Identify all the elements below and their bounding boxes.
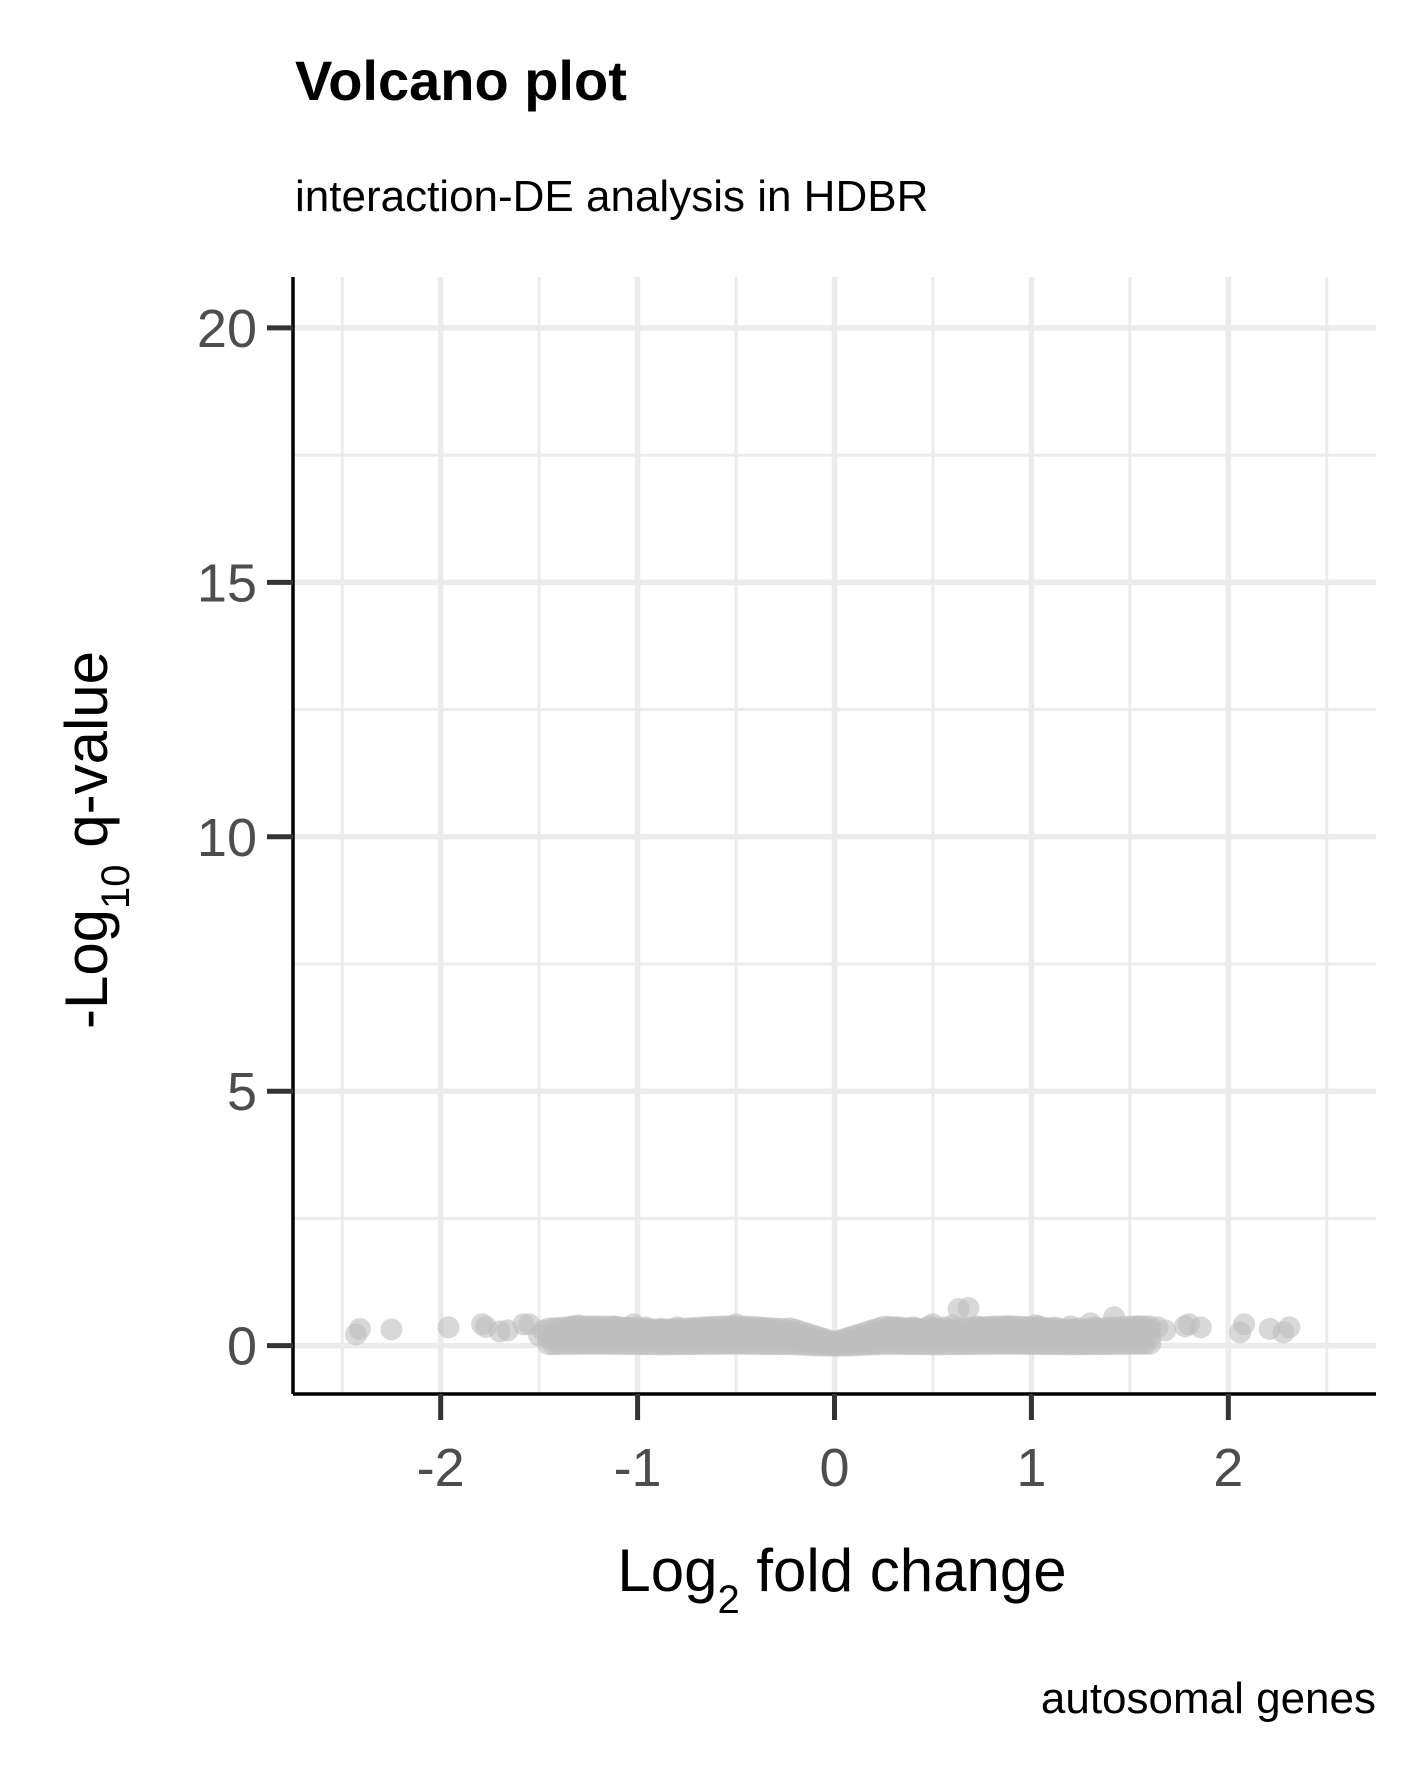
data-point — [1024, 1314, 1047, 1337]
data-point — [764, 1326, 787, 1349]
x-tick-label: 2 — [1213, 1438, 1243, 1498]
data-point — [921, 1313, 944, 1336]
chart-subtitle: interaction-DE analysis in HDBR — [295, 172, 928, 221]
y-axis-title: -Log10 q-value — [53, 651, 138, 1029]
data-point — [587, 1323, 610, 1346]
x-tick-label: -2 — [417, 1438, 465, 1498]
x-axis-title-main: Log — [617, 1537, 717, 1604]
y-tick-label: 10 — [197, 808, 257, 868]
y-tick-label: 15 — [197, 553, 257, 613]
y-tick-label: 20 — [197, 299, 257, 359]
plot-area — [293, 277, 1376, 1394]
x-axis-ticks: -2 -1 0 1 2 — [417, 1394, 1243, 1498]
data-point — [941, 1324, 964, 1347]
y-axis-ticks: 0 5 10 15 20 — [197, 299, 293, 1377]
x-axis-title-subscript: 2 — [717, 1578, 739, 1622]
data-point — [1079, 1312, 1102, 1335]
grid-major — [293, 277, 1376, 1394]
x-tick-label: -1 — [614, 1438, 662, 1498]
data-point — [528, 1324, 551, 1347]
x-tick-label: 0 — [819, 1438, 849, 1498]
chart-caption: autosomal genes — [1041, 1674, 1376, 1723]
data-point — [380, 1318, 403, 1341]
data-point — [1233, 1313, 1256, 1336]
data-point — [1154, 1319, 1177, 1342]
x-tick-label: 1 — [1016, 1438, 1046, 1498]
data-point — [1118, 1325, 1141, 1348]
y-axis-title-subscript: 10 — [94, 864, 138, 909]
data-point — [437, 1316, 460, 1339]
data-points — [345, 1296, 1301, 1357]
chart-title: Volcano plot — [295, 49, 627, 112]
x-axis-title: Log2 fold change — [617, 1537, 1066, 1622]
y-tick-label: 5 — [227, 1062, 257, 1122]
y-axis-title-rest: q-value — [53, 651, 120, 864]
data-point — [348, 1317, 371, 1340]
data-point — [725, 1313, 748, 1336]
data-point — [1189, 1316, 1212, 1339]
data-point — [622, 1313, 645, 1336]
data-point — [882, 1325, 905, 1348]
data-point — [646, 1325, 669, 1348]
data-point — [1000, 1323, 1023, 1346]
x-axis-title-rest: fold change — [740, 1537, 1067, 1604]
data-point — [1059, 1324, 1082, 1347]
y-tick-label: 0 — [227, 1317, 257, 1377]
data-point — [957, 1296, 980, 1319]
data-point — [705, 1324, 728, 1347]
y-axis-title-main: -Log — [53, 909, 120, 1029]
data-point — [1278, 1316, 1301, 1339]
